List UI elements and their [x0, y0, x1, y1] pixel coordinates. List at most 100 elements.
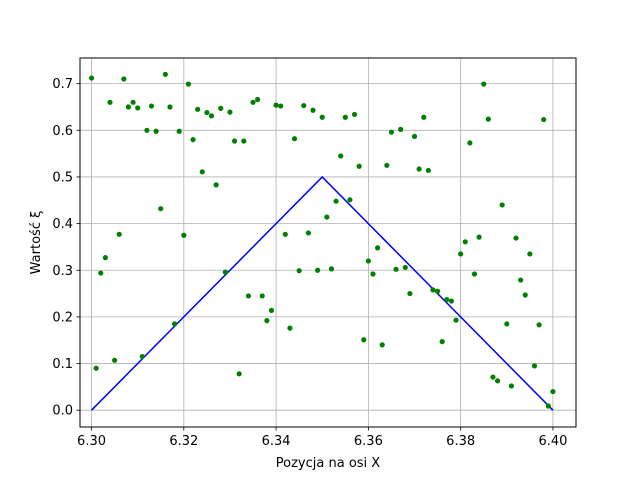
scatter-point [398, 126, 404, 132]
scatter-point [444, 297, 450, 303]
scatter-point [513, 235, 519, 241]
scatter-point [153, 128, 159, 134]
scatter-point [291, 136, 298, 142]
scatter-point [241, 138, 247, 144]
scatter-point [522, 292, 528, 298]
grid-lines [80, 58, 576, 427]
scatter-point [268, 307, 275, 313]
scatter-point [199, 169, 205, 175]
y-tick-label: 0.6 [52, 124, 73, 139]
y-tick-label: 0.2 [52, 310, 73, 325]
scatter-point [536, 322, 542, 328]
scatter-point [467, 140, 473, 146]
scatter-point [195, 106, 201, 112]
x-tick-label: 6.38 [446, 434, 475, 449]
scatter-point [541, 116, 547, 123]
scatter-point [527, 251, 533, 257]
scatter-point [139, 353, 145, 360]
scatter-point [425, 167, 431, 174]
scatter-point [531, 363, 538, 369]
scatter-point [333, 198, 339, 204]
y-tick-label: 0.3 [52, 264, 73, 279]
scatter-point [453, 317, 459, 323]
scatter-point [481, 81, 487, 87]
scatter-point [416, 166, 422, 172]
scatter-point [494, 378, 501, 384]
scatter-point [375, 245, 381, 251]
scatter-point [370, 271, 376, 277]
scatter-point [112, 357, 118, 363]
scatter-point [158, 206, 164, 212]
x-axis-label: Pozycja na osi X [276, 456, 381, 471]
scatter-point [504, 321, 510, 327]
scatter-point [245, 293, 252, 299]
scatter-point [476, 234, 482, 240]
scatter-point [259, 293, 265, 299]
y-tick-label: 0.4 [52, 217, 73, 232]
scatter-point [93, 365, 99, 371]
scatter-point [407, 290, 413, 297]
scatter-point [264, 318, 270, 324]
y-tick-label: 0.1 [52, 357, 73, 372]
axis-ticks: 6.30 6.32 6.34 6.36 6.38 6.40 0.0 0.1 0.2 0.3 0.4 0… [52, 77, 567, 449]
scatter-point [518, 277, 524, 283]
scatter-point [171, 321, 178, 327]
scatter-point [393, 266, 399, 272]
scatter-point [273, 102, 279, 108]
scatter-point [218, 105, 224, 111]
scatter-point [148, 103, 155, 109]
scatter-point [430, 287, 436, 293]
scatter-point [458, 251, 464, 257]
scatter-point [107, 99, 113, 105]
scatter-point [356, 163, 362, 169]
scatter-point [490, 374, 496, 380]
scatter-point [98, 270, 104, 276]
scatter-point [287, 325, 293, 331]
scatter-point [338, 153, 344, 159]
scatter-point [508, 383, 515, 389]
scatter-point [213, 182, 219, 188]
scatter-point [545, 403, 551, 409]
scatter-point [342, 114, 348, 120]
plot-frame [79, 57, 577, 428]
scatter-point [471, 271, 478, 277]
scatter-point [319, 114, 325, 120]
scatter-point [439, 339, 445, 345]
triangle-line-series [91, 175, 554, 411]
scatter-point [190, 137, 196, 143]
scatter-point [135, 105, 141, 111]
scatter-point [421, 114, 427, 120]
scatter-point [402, 264, 408, 271]
scatter-point [499, 202, 505, 208]
scatter-point [278, 103, 284, 109]
scatter-point [88, 75, 95, 81]
scatter-point [231, 138, 238, 144]
scatter-point [485, 116, 491, 122]
scatter-point [462, 239, 468, 245]
x-tick-label: 6.30 [77, 434, 106, 449]
x-tick-label: 6.32 [169, 434, 198, 449]
scatter-point [222, 269, 228, 275]
scatter-point [324, 214, 330, 220]
y-axis-label: Wartość ξ [29, 211, 44, 275]
scatter-point [305, 230, 311, 236]
scatter-point [144, 127, 150, 133]
x-tick-label: 6.40 [538, 434, 567, 449]
scatter-point [351, 111, 358, 118]
scatter-point [434, 288, 441, 294]
scatter-point [282, 231, 288, 237]
plot-data [88, 71, 556, 411]
scatter-point [181, 232, 187, 238]
scatter-point [102, 255, 108, 261]
y-tick-label: 0.0 [52, 404, 73, 419]
scatter-point [315, 267, 321, 273]
scatter-point [550, 388, 556, 395]
scatter-point [227, 109, 233, 115]
scatter-point [301, 102, 307, 109]
scatter-point [411, 133, 418, 139]
scatter-point [185, 81, 192, 87]
scatter-point [121, 76, 127, 82]
x-tick-label: 6.34 [262, 434, 291, 449]
scatter-point [361, 337, 367, 343]
